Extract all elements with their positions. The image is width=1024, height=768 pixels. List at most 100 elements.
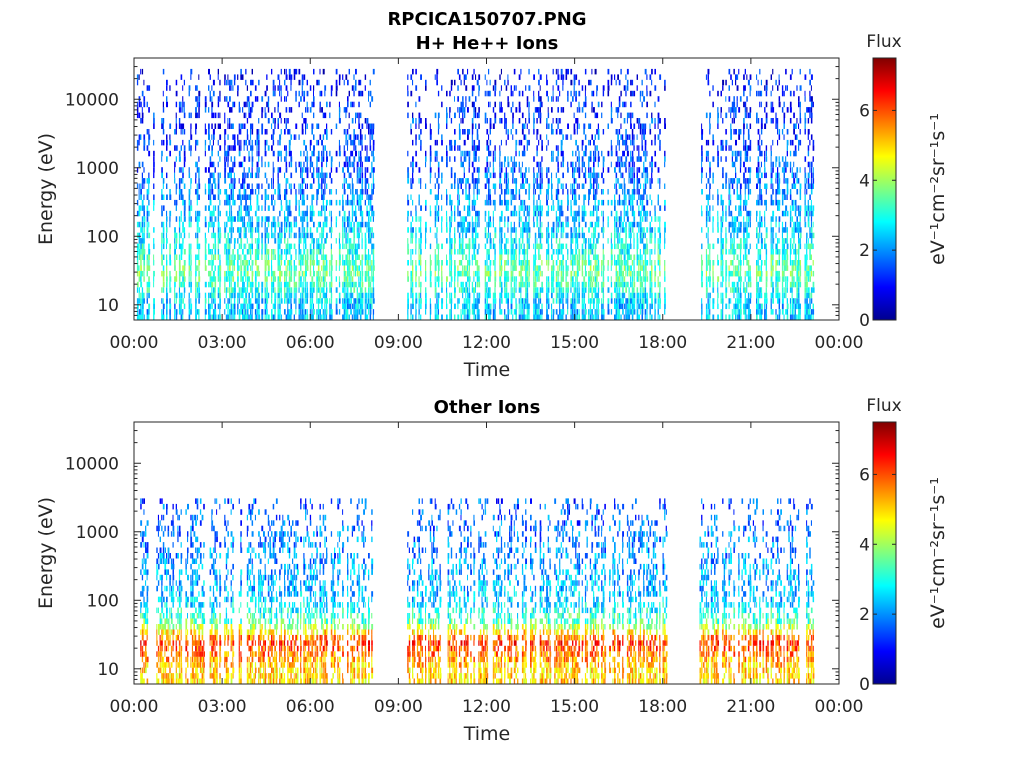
heatmap-cell: [578, 79, 580, 86]
heatmap-cell: [555, 189, 558, 195]
heatmap-cell: [552, 85, 554, 91]
heatmap-cell: [359, 161, 362, 168]
heatmap-cell: [358, 112, 360, 119]
heatmap-cell: [250, 265, 252, 271]
heatmap-cell: [313, 314, 314, 320]
heatmap-cell: [174, 292, 176, 299]
heatmap-cell: [317, 243, 320, 250]
heatmap-cell: [358, 221, 360, 228]
heatmap-cell: [272, 183, 274, 189]
heatmap-cell: [204, 238, 207, 244]
heatmap-cell: [539, 298, 542, 304]
heatmap-cell: [513, 205, 516, 211]
heatmap-cell: [458, 298, 460, 304]
heatmap-cell: [232, 145, 235, 151]
heatmap-cell: [528, 303, 530, 310]
heatmap-cell: [557, 123, 559, 129]
heatmap-cell: [359, 112, 362, 119]
heatmap-cell: [274, 227, 277, 233]
heatmap-cell: [246, 281, 249, 288]
heatmap-cell: [505, 85, 508, 91]
heatmap-cell: [290, 292, 293, 299]
heatmap-cell: [237, 303, 239, 310]
heatmap-cell: [446, 216, 448, 222]
heatmap-cell: [212, 172, 215, 179]
heatmap-cell: [169, 243, 171, 250]
heatmap-cell: [256, 303, 259, 310]
heatmap-cell: [371, 189, 374, 195]
heatmap-cell: [288, 249, 291, 255]
heatmap-cell: [232, 194, 234, 200]
heatmap-cell: [316, 172, 318, 179]
heatmap-cell: [248, 210, 250, 217]
heatmap-cell: [248, 249, 250, 255]
heatmap-cell: [240, 74, 243, 80]
heatmap-cell: [285, 221, 287, 228]
heatmap-cell: [460, 238, 462, 244]
heatmap-cell: [330, 156, 333, 162]
heatmap-cell: [489, 199, 492, 206]
heatmap-cell: [319, 183, 321, 189]
heatmap-cell: [322, 314, 325, 320]
heatmap-cell: [225, 292, 227, 299]
heatmap-cell: [140, 238, 142, 244]
heatmap-cell: [475, 107, 477, 113]
heatmap-cell: [507, 249, 510, 255]
heatmap-cell: [240, 161, 242, 168]
heatmap-cell: [565, 243, 568, 250]
heatmap-cell: [166, 243, 167, 250]
heatmap-cell: [457, 249, 459, 255]
heatmap-cell: [471, 85, 474, 91]
heatmap-cell: [242, 281, 244, 288]
heatmap-cell: [219, 79, 221, 86]
heatmap-cell: [232, 265, 234, 271]
heatmap-cell: [317, 210, 320, 217]
heatmap-cell: [342, 74, 344, 80]
heatmap-cell: [267, 161, 270, 168]
heatmap-cell: [148, 265, 151, 271]
heatmap-cell: [246, 265, 249, 271]
heatmap-cell: [138, 134, 141, 140]
heatmap-cell: [300, 260, 302, 266]
heatmap-cell: [214, 183, 217, 189]
heatmap-cell: [565, 314, 567, 320]
heatmap-cell: [317, 156, 320, 162]
heatmap-cell: [415, 161, 418, 168]
heatmap-cell: [347, 314, 349, 320]
heatmap-cell: [596, 145, 598, 151]
heatmap-cell: [602, 178, 605, 184]
heatmap-cell: [369, 292, 372, 299]
heatmap-cell: [538, 254, 540, 260]
heatmap-cell: [597, 238, 599, 244]
heatmap-cell: [489, 303, 492, 310]
heatmap-cell: [138, 292, 140, 299]
heatmap-cell: [488, 167, 490, 173]
heatmap-cell: [478, 107, 480, 113]
heatmap-cell: [326, 205, 327, 211]
heatmap-cell: [225, 210, 228, 217]
heatmap-cell: [212, 112, 215, 119]
panel-title: H+ He++ Ions: [416, 33, 559, 54]
heatmap-cell: [593, 178, 595, 184]
heatmap-cell: [526, 298, 529, 304]
heatmap-cell: [457, 281, 459, 288]
heatmap-cell: [560, 139, 563, 146]
heatmap-cell: [504, 112, 506, 119]
heatmap-cell: [211, 161, 214, 168]
heatmap-cell: [232, 292, 234, 299]
heatmap-cell: [138, 243, 140, 250]
heatmap-cell: [240, 139, 242, 146]
heatmap-cell: [343, 309, 346, 315]
heatmap-cell: [407, 292, 409, 299]
heatmap-cell: [319, 292, 322, 299]
heatmap-cell: [238, 150, 241, 157]
heatmap-cell: [309, 156, 312, 162]
heatmap-cell: [581, 265, 583, 271]
heatmap-cell: [364, 178, 367, 184]
heatmap-cell: [359, 167, 362, 173]
heatmap-cell: [518, 210, 521, 217]
heatmap-cell: [510, 303, 513, 310]
heatmap-cell: [136, 167, 139, 173]
heatmap-cell: [473, 270, 475, 277]
heatmap-cell: [347, 194, 349, 200]
